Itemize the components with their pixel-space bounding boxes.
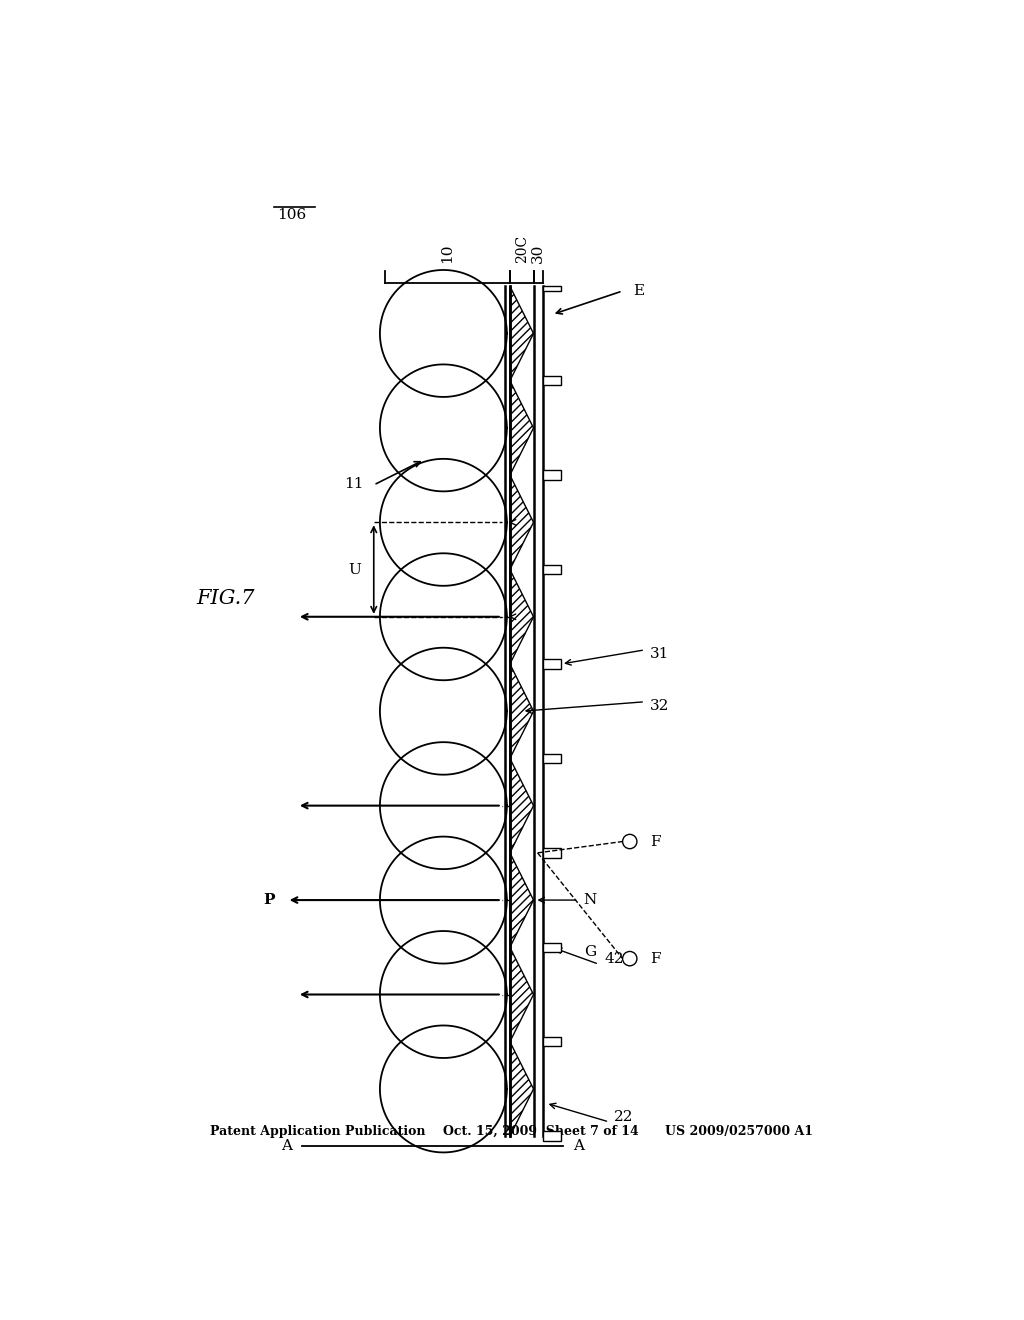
Bar bbox=[543, 754, 561, 763]
Bar bbox=[543, 1038, 561, 1047]
Text: U: U bbox=[348, 562, 361, 577]
Text: F: F bbox=[650, 834, 660, 849]
Text: FIG.7: FIG.7 bbox=[196, 589, 255, 609]
Text: 31: 31 bbox=[650, 647, 670, 661]
Text: N: N bbox=[584, 894, 597, 907]
Polygon shape bbox=[510, 570, 534, 664]
Text: 22: 22 bbox=[614, 1110, 634, 1123]
Bar bbox=[543, 565, 561, 574]
Text: G: G bbox=[584, 945, 596, 960]
Polygon shape bbox=[510, 380, 534, 475]
Text: A: A bbox=[573, 1139, 584, 1154]
Text: 106: 106 bbox=[278, 207, 306, 222]
Text: F: F bbox=[650, 952, 660, 966]
Bar bbox=[543, 1131, 561, 1140]
Text: 42: 42 bbox=[604, 952, 624, 966]
Polygon shape bbox=[510, 475, 534, 569]
Bar bbox=[543, 659, 561, 669]
Bar bbox=[543, 376, 561, 385]
Text: 20C: 20C bbox=[515, 235, 528, 263]
Polygon shape bbox=[510, 1041, 534, 1137]
Bar bbox=[543, 849, 561, 858]
Text: 11: 11 bbox=[344, 478, 365, 491]
Text: 10: 10 bbox=[440, 243, 455, 263]
Text: Patent Application Publication    Oct. 15, 2009  Sheet 7 of 14      US 2009/0257: Patent Application Publication Oct. 15, … bbox=[211, 1125, 813, 1138]
Bar bbox=[543, 286, 561, 290]
Text: A: A bbox=[282, 1139, 292, 1154]
Polygon shape bbox=[510, 759, 534, 853]
Polygon shape bbox=[510, 853, 534, 948]
Polygon shape bbox=[510, 286, 534, 380]
Text: 32: 32 bbox=[650, 698, 670, 713]
Text: P: P bbox=[263, 894, 274, 907]
Polygon shape bbox=[510, 664, 534, 758]
Text: 30: 30 bbox=[531, 243, 545, 263]
Bar bbox=[543, 470, 561, 480]
Polygon shape bbox=[510, 948, 534, 1041]
Text: E: E bbox=[633, 284, 644, 298]
Bar bbox=[543, 942, 561, 952]
